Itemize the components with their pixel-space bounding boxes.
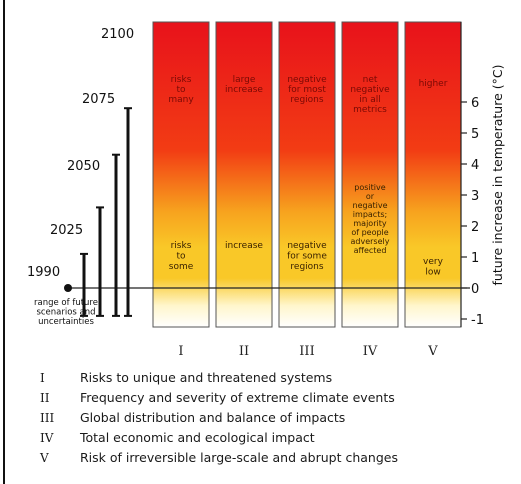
column-1-lower-text: risks [171,241,192,251]
axis-tick-label: 1 [471,251,479,266]
column-1-label: I [178,344,183,359]
baseline-point-1990 [64,284,72,292]
column-3-upper-text: regions [290,95,323,105]
column-4-bar [341,21,399,328]
column-5-upper-text: higher [419,79,448,89]
axis-tick-label: 2 [471,220,479,235]
column-4-upper-text: metrics [353,105,387,115]
column-4-lower-text: affected [354,246,387,255]
column-4-lower-text: impacts; [353,210,387,219]
axis-tick-label: 0 [471,282,479,297]
axis-title: future increase in temperature (°C) [490,65,505,286]
legend-text: Frequency and severity of extreme climat… [80,390,395,405]
column-5-bar [404,21,462,328]
column-4-lower-text: positive [354,183,385,192]
range-note-text: uncertainties [38,317,94,327]
legend-number: I [40,371,45,385]
column-3-upper-text: for most [288,85,326,95]
column-4-upper-text: net [363,75,378,85]
column-1-upper-text: to [176,85,186,95]
year-label-2075: 2075 [82,92,115,107]
column-2-upper-text: increase [225,85,263,95]
legend-number: II [40,391,50,405]
column-2-lower-text: increase [225,241,263,251]
axis-tick-label: 5 [471,127,479,142]
column-3-bar [278,21,336,328]
legend-text: Risk of irreversible large-scale and abr… [80,450,398,465]
column-1-lower-text: to [176,252,186,262]
legend-text: Global distribution and balance of impac… [80,410,346,425]
legend-number: III [40,411,55,425]
legend-text: Risks to unique and threatened systems [80,370,333,385]
legend-number: V [40,451,49,465]
column-1-upper-text: risks [171,75,192,85]
column-3-upper-text: negative [287,75,327,85]
column-3-lower-text: regions [290,262,323,272]
column-4-lower-text: majority [353,219,386,228]
axis-tick-label: 4 [471,158,479,173]
column-4-lower-text: or [366,192,375,201]
legend-number: IV [40,431,54,445]
column-4-label: IV [363,344,378,359]
column-4-lower-text: of people [351,228,388,237]
column-5-lower-text: low [425,268,440,278]
left-border [3,0,5,484]
year-label-1990: 1990 [27,265,60,280]
temperature-risk-diagram: riskstomanyriskstosomeIlargeincreaseincr… [27,21,505,359]
column-4-upper-text: negative [350,85,390,95]
column-4-lower-text: negative [353,201,388,210]
column-3-lower-text: for some [287,252,327,262]
axis-tick-label: -1 [471,313,484,328]
column-2-upper-text: large [233,75,256,85]
year-label-2100: 2100 [101,27,134,42]
legend-text: Total economic and ecological impact [80,430,315,445]
column-4-lower-text: adversely [351,237,390,246]
year-label-2050: 2050 [67,159,100,174]
axis-tick-label: 3 [471,189,479,204]
column-3-label: III [299,344,314,359]
column-2-bar [215,21,273,328]
column-1-bar [152,21,210,328]
range-note-text: range of future [34,298,98,308]
column-4-upper-text: in all [359,95,381,105]
range-note-text: scenarios and [36,308,95,318]
column-2-label: II [239,344,249,359]
column-3-lower-text: negative [287,241,327,251]
column-1-upper-text: many [168,95,194,105]
year-label-2025: 2025 [50,223,83,238]
column-1-lower-text: some [169,262,194,272]
column-5-label: V [427,344,438,359]
column-5-lower-text: very [423,257,444,267]
axis-tick-label: 6 [471,96,479,111]
